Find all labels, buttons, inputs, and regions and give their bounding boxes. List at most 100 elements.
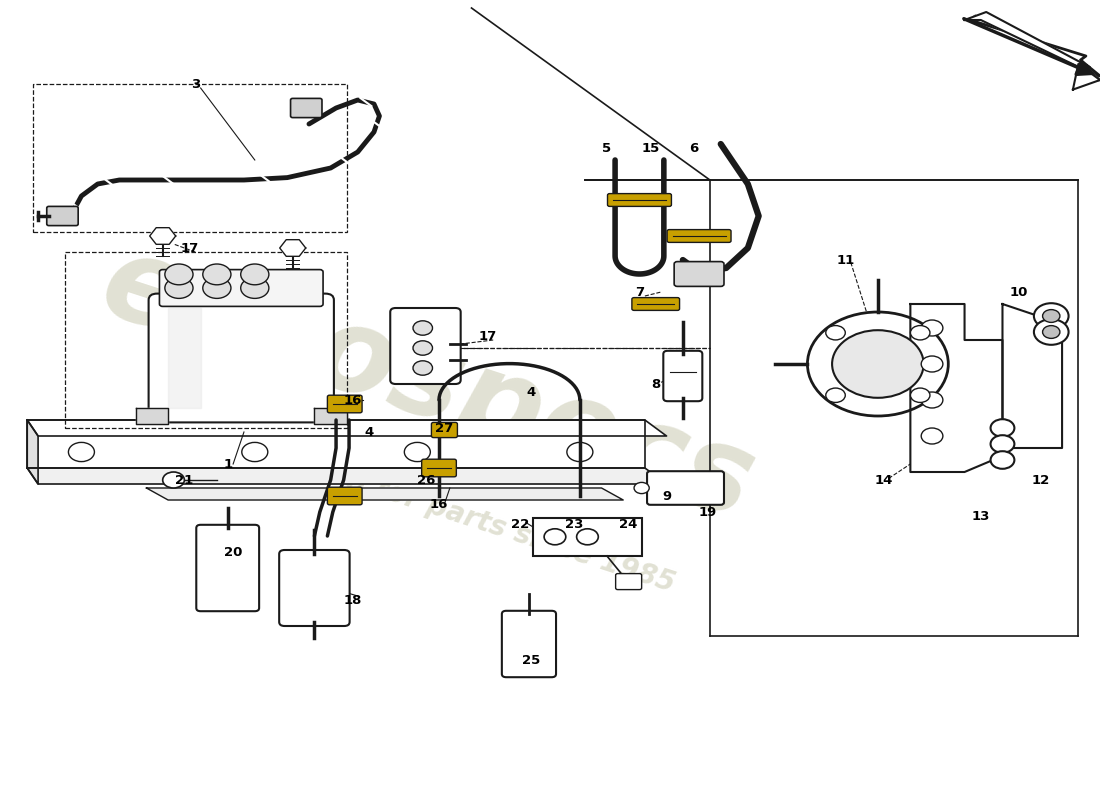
FancyBboxPatch shape	[663, 350, 702, 401]
FancyBboxPatch shape	[148, 294, 334, 422]
Text: 4: 4	[527, 386, 536, 398]
Circle shape	[165, 278, 192, 298]
Circle shape	[832, 330, 924, 398]
Circle shape	[412, 341, 432, 355]
Circle shape	[202, 278, 231, 298]
Polygon shape	[315, 408, 346, 424]
Circle shape	[921, 356, 943, 372]
FancyBboxPatch shape	[631, 298, 680, 310]
Polygon shape	[28, 420, 667, 436]
Text: 17: 17	[478, 330, 497, 342]
Text: 14: 14	[874, 474, 892, 486]
FancyBboxPatch shape	[390, 308, 461, 384]
Polygon shape	[28, 420, 38, 484]
Polygon shape	[168, 308, 200, 408]
Polygon shape	[970, 16, 1100, 76]
Text: 21: 21	[175, 474, 194, 486]
FancyBboxPatch shape	[328, 487, 362, 505]
Circle shape	[412, 361, 432, 375]
Text: 12: 12	[1032, 474, 1049, 486]
Text: 4: 4	[364, 426, 373, 438]
Circle shape	[921, 392, 943, 408]
Text: 18: 18	[343, 594, 362, 606]
Circle shape	[826, 326, 845, 340]
Circle shape	[921, 320, 943, 336]
Text: 23: 23	[565, 518, 584, 530]
Text: 26: 26	[417, 474, 436, 486]
Circle shape	[165, 264, 192, 285]
Polygon shape	[279, 240, 306, 256]
Circle shape	[991, 435, 1014, 453]
Text: 3: 3	[190, 78, 200, 90]
FancyBboxPatch shape	[607, 194, 671, 206]
Text: 22: 22	[512, 518, 529, 530]
Polygon shape	[1072, 64, 1100, 90]
Polygon shape	[1002, 304, 1063, 448]
Polygon shape	[146, 488, 624, 500]
Circle shape	[1043, 326, 1060, 338]
Text: 24: 24	[619, 518, 638, 530]
FancyBboxPatch shape	[674, 262, 724, 286]
Circle shape	[242, 442, 267, 462]
Text: 20: 20	[224, 546, 242, 558]
Text: a passion for parts since 1985: a passion for parts since 1985	[221, 426, 679, 598]
Polygon shape	[135, 408, 168, 424]
Text: 19: 19	[698, 506, 717, 518]
FancyBboxPatch shape	[160, 270, 323, 306]
Text: 5: 5	[603, 142, 612, 154]
FancyBboxPatch shape	[431, 422, 458, 438]
Circle shape	[202, 264, 231, 285]
Text: 9: 9	[662, 490, 671, 502]
Circle shape	[241, 264, 268, 285]
Circle shape	[911, 388, 930, 402]
Text: 1: 1	[223, 458, 232, 470]
Text: 10: 10	[1010, 286, 1027, 298]
Polygon shape	[28, 468, 667, 484]
Text: 16: 16	[343, 394, 362, 406]
Circle shape	[576, 529, 598, 545]
FancyBboxPatch shape	[290, 98, 322, 118]
Circle shape	[405, 442, 430, 462]
Circle shape	[1043, 310, 1060, 322]
Bar	[33, 84, 347, 232]
FancyBboxPatch shape	[616, 574, 641, 590]
FancyBboxPatch shape	[421, 459, 456, 477]
FancyBboxPatch shape	[647, 471, 724, 505]
Bar	[65, 252, 346, 428]
Circle shape	[921, 428, 943, 444]
Circle shape	[68, 442, 95, 462]
Circle shape	[412, 321, 432, 335]
Text: 13: 13	[971, 510, 990, 522]
Circle shape	[566, 442, 593, 462]
FancyBboxPatch shape	[279, 550, 350, 626]
FancyBboxPatch shape	[502, 611, 556, 677]
Text: 8: 8	[651, 378, 660, 390]
Polygon shape	[150, 228, 176, 244]
FancyBboxPatch shape	[667, 230, 732, 242]
Circle shape	[991, 451, 1014, 469]
Circle shape	[241, 278, 268, 298]
Circle shape	[544, 529, 565, 545]
Text: 7: 7	[635, 286, 643, 298]
Polygon shape	[28, 420, 645, 468]
FancyBboxPatch shape	[196, 525, 260, 611]
Text: 6: 6	[689, 142, 698, 154]
Circle shape	[1034, 303, 1068, 329]
FancyBboxPatch shape	[328, 395, 362, 413]
Polygon shape	[965, 12, 1100, 84]
Circle shape	[911, 326, 930, 340]
FancyBboxPatch shape	[534, 518, 641, 556]
Circle shape	[826, 388, 845, 402]
Text: 16: 16	[430, 498, 448, 510]
Text: eurospecs: eurospecs	[88, 225, 769, 543]
Circle shape	[991, 419, 1014, 437]
Polygon shape	[911, 304, 1002, 472]
FancyBboxPatch shape	[46, 206, 78, 226]
Circle shape	[163, 472, 185, 488]
Circle shape	[1034, 319, 1068, 345]
Text: 25: 25	[522, 654, 540, 666]
Circle shape	[634, 482, 649, 494]
Text: 11: 11	[836, 254, 855, 266]
Text: 15: 15	[641, 142, 659, 154]
Circle shape	[807, 312, 948, 416]
